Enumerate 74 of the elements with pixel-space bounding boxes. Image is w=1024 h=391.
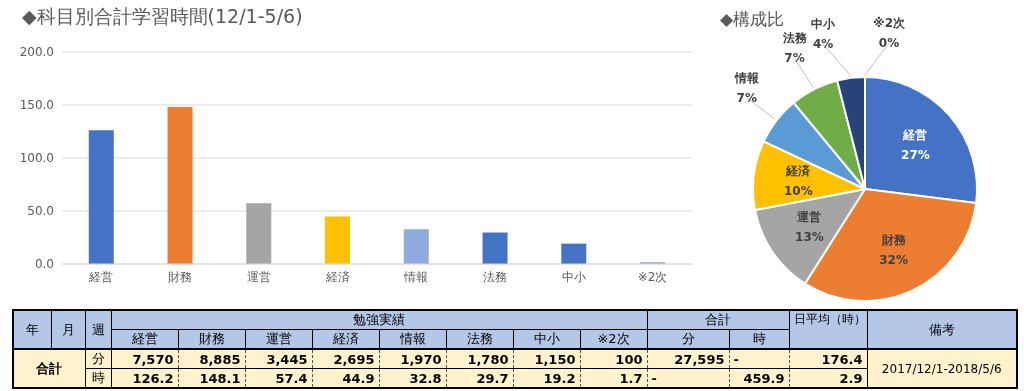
slice-label: 運営 [796,209,822,224]
slice-label: 法務 [781,31,808,46]
text: 1,780 [446,349,513,369]
text: 合計 [13,349,85,388]
text: 2,695 [312,349,379,369]
chart-title: ◆構成比 [720,8,785,31]
data-label: 32% [879,252,908,267]
text: 19.2 [513,368,580,388]
slice-label: 経済 [785,163,812,178]
slice-label: 経営 [902,127,928,142]
text: - [729,349,789,369]
x-tick-label: ※2次 [637,269,668,284]
data-label: 7% [736,90,757,105]
slice-label: 情報 [733,70,760,85]
text: 分 [647,329,729,349]
data-label: 13% [795,229,824,244]
text: 経済 [312,329,379,349]
text: 7,570 [111,349,178,369]
text: 1.7 [580,368,647,388]
x-tick-label: 情報 [403,269,429,284]
category-label: ※2次 [872,16,906,30]
text: 時 [729,329,789,349]
text: 運営 [245,329,312,349]
data-label: 4% [813,37,834,52]
text: 週 [85,310,111,349]
text: 57.4 [245,368,312,388]
text: 時 [85,368,111,388]
text: 経営 [111,329,178,349]
text: 32.8 [379,368,446,388]
y-tick-label: 200.0 [19,45,54,60]
text: 情報 [379,329,446,349]
data-label: 27% [901,147,930,162]
x-tick-label: 法務 [483,269,508,284]
text: 3,445 [245,349,312,369]
x-tick-label: 運営 [246,269,271,284]
text: 財務 [178,329,245,349]
text: ※2次 [580,329,647,349]
y-tick-label: 150.0 [19,98,54,113]
x-tick-label: 経営 [88,269,114,284]
y-tick-label: 50.0 [27,204,54,219]
text: 27,595 [647,349,729,369]
x-tick-label: 中小 [561,269,586,284]
text: 148.1 [178,368,245,388]
text: 2017/12/1-2018/5/6 [867,349,1017,388]
text: 月 [51,310,85,349]
text: 176.4 [789,349,867,369]
text: - [647,368,729,388]
text: 法務 [446,329,513,349]
text: 勉強実績 [111,310,647,330]
text: 合計 [647,310,789,330]
slice-label: 財務 [880,232,907,247]
y-tick-label: 0.0 [34,257,54,272]
text: 29.7 [446,368,513,388]
text: 中小 [513,329,580,349]
text: 2.9 [789,368,867,388]
text: 1,970 [379,349,446,369]
x-tick-label: 財務 [168,269,193,284]
data-label: 10% [783,183,813,198]
data-label: 7% [784,51,805,66]
text: 100 [580,349,647,369]
text: 1,150 [513,349,580,369]
text: 備考 [867,310,1017,349]
text: 0% [878,36,900,50]
text: 年 [13,310,51,349]
text: 459.9 [729,368,789,388]
slice-label: 中小 [811,17,837,32]
text: 分 [85,349,111,369]
text: 44.9 [312,368,379,388]
text: 126.2 [111,368,178,388]
y-tick-label: 100.0 [19,151,54,166]
text: 日平均（時） [789,310,867,349]
text: 8,885 [178,349,245,369]
x-tick-label: 経済 [324,269,350,284]
chart-title: ◆科目別合計学習時間(12/1-5/6) [22,4,303,29]
